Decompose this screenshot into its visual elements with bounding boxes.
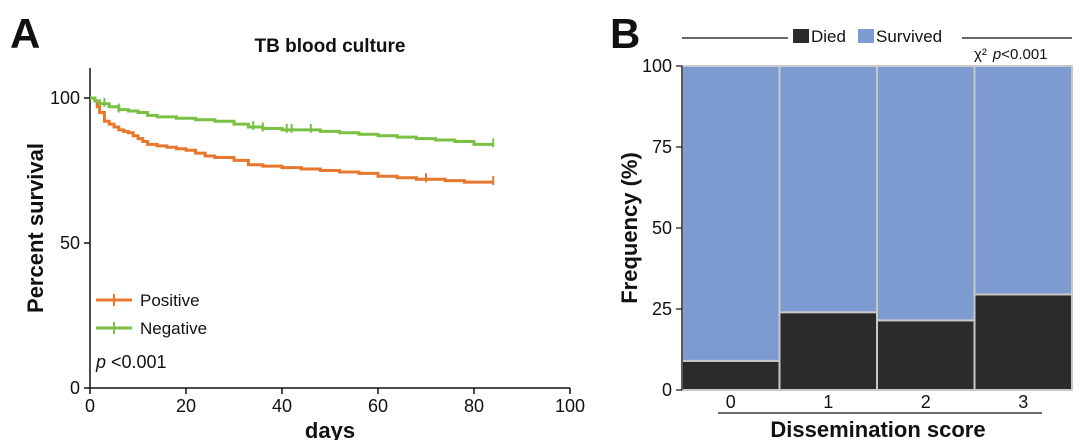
pvalue-p-symbol: p — [95, 352, 106, 372]
y-tick-label: 25 — [652, 299, 672, 319]
bar-survived-0 — [681, 65, 781, 362]
legend-item-positive: Positive — [96, 291, 200, 310]
panel-a: A TB blood culture 0 50 100 0 20 40 60 80 100 P… — [10, 10, 585, 440]
legend-label-negative: Negative — [140, 319, 207, 338]
chart-a-series — [90, 96, 495, 186]
chart-b-y-ticks: 0 25 50 75 100 — [642, 56, 682, 400]
bar-survived-1 — [778, 65, 878, 314]
legend-swatch-survived — [858, 29, 874, 43]
y-tick-label: 50 — [60, 233, 80, 253]
x-tick-label: 3 — [1018, 392, 1028, 412]
panel-a-letter: A — [10, 10, 40, 57]
y-tick-label: 100 — [50, 88, 80, 108]
y-tick-label: 75 — [652, 137, 672, 157]
pvalue-value: <0.001 — [106, 352, 167, 372]
legend-item-negative: Negative — [96, 319, 207, 338]
legend-swatch-died — [793, 29, 809, 43]
chart-a-x-ticks: 0 20 40 60 80 100 — [85, 388, 585, 416]
x-tick-label: 0 — [726, 392, 736, 412]
x-tick-label: 0 — [85, 396, 95, 416]
chi-square-symbol: χ² — [974, 46, 987, 63]
x-tick-label: 80 — [464, 396, 484, 416]
panel-b-letter: B — [610, 10, 640, 57]
chart-b-x-label: Dissemination score — [770, 417, 985, 440]
series-line-positive — [90, 96, 494, 184]
x-tick-label: 100 — [555, 396, 585, 416]
bar-survived-2 — [876, 65, 976, 322]
x-tick-label: 20 — [176, 396, 196, 416]
bar-died-1 — [778, 311, 878, 391]
chart-a-x-label: days — [305, 418, 355, 440]
legend-label-positive: Positive — [140, 291, 200, 310]
chart-a-y-label: Percent survival — [23, 143, 48, 313]
y-tick-label: 0 — [662, 380, 672, 400]
chart-b-stat: χ² p<0.001 — [974, 46, 1048, 63]
chart-a-y-ticks: 0 50 100 — [50, 88, 90, 398]
bar-died-3 — [973, 293, 1073, 392]
bar-died-0 — [681, 359, 781, 391]
x-tick-label: 60 — [368, 396, 388, 416]
x-tick-label: 40 — [272, 396, 292, 416]
chart-b-x-ticks: 0 1 2 3 — [726, 392, 1029, 412]
stat-p-value: <0.001 — [1001, 46, 1047, 63]
stat-p-symbol: p — [992, 46, 1001, 63]
legend-label-died: Died — [811, 27, 846, 46]
legend-label-survived: Survived — [876, 27, 942, 46]
bar-died-2 — [876, 319, 976, 391]
x-tick-label: 1 — [823, 392, 833, 412]
bar-survived-3 — [973, 65, 1073, 296]
chart-b-bars — [681, 65, 1073, 392]
x-tick-label: 2 — [921, 392, 931, 412]
chart-a-title: TB blood culture — [255, 36, 406, 57]
y-tick-label: 0 — [70, 378, 80, 398]
chart-a-pvalue: p <0.001 — [95, 352, 167, 372]
chart-b-legend: Died Survived — [793, 27, 942, 46]
chart-a-legend: Positive Negative — [96, 291, 207, 338]
y-tick-label: 50 — [652, 218, 672, 238]
series-line-negative — [90, 96, 494, 146]
y-tick-label: 100 — [642, 56, 672, 76]
panel-b: B Died Survived χ² p<0.001 0 25 50 75 100 0 1 2… — [610, 10, 1073, 440]
chart-b-y-label: Frequency (%) — [617, 152, 642, 304]
